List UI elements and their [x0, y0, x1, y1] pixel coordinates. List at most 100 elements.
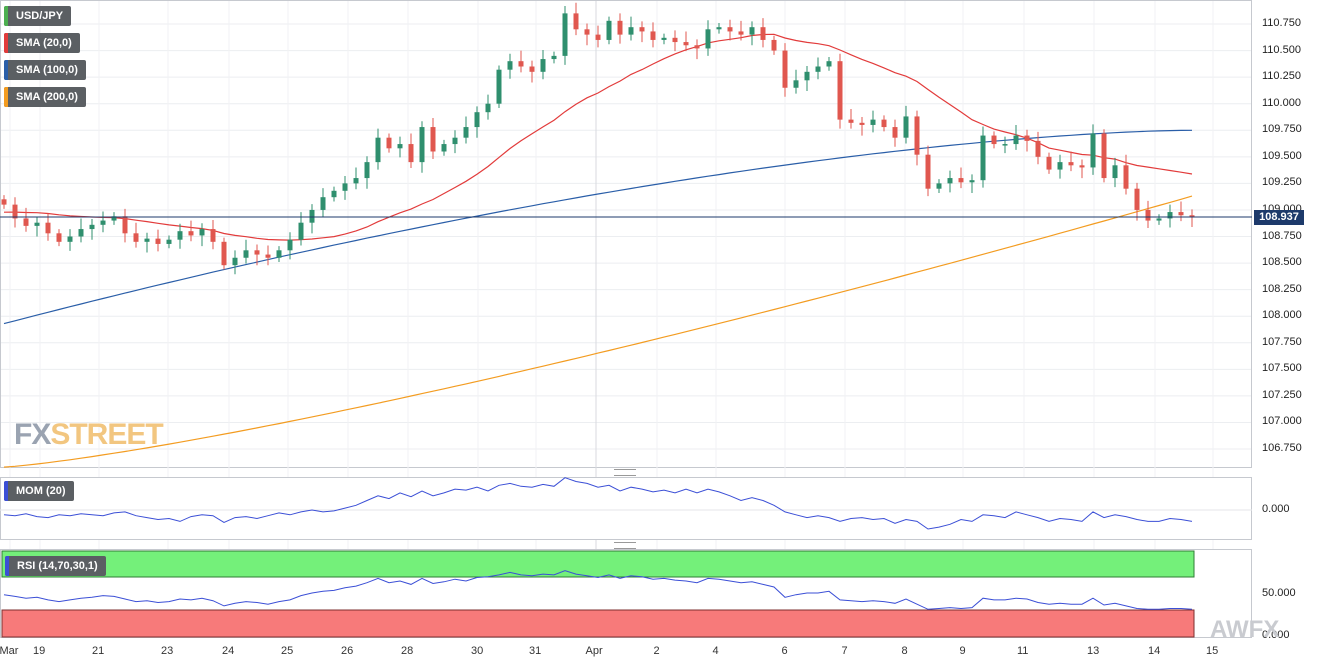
- candle-down: [848, 119, 854, 123]
- candle-up: [243, 250, 249, 258]
- legend-sma20[interactable]: SMA (20,0): [4, 33, 80, 53]
- candle-down: [683, 42, 689, 46]
- candle-down: [1, 199, 7, 205]
- corner-watermark: AWFX: [1210, 616, 1280, 643]
- candle-down: [573, 13, 579, 30]
- instrument-tag[interactable]: USD/JPY: [4, 6, 72, 26]
- candle-up: [980, 135, 986, 181]
- candle-down: [914, 116, 920, 155]
- rsi-label: RSI (14,70,30,1): [17, 560, 98, 572]
- y-tick-label: 108.250: [1262, 282, 1302, 295]
- y-tick-label: 107.000: [1262, 415, 1302, 428]
- candle-down: [837, 61, 843, 120]
- candle-down: [1178, 212, 1184, 216]
- candle-down: [1101, 133, 1107, 179]
- y-tick-label: 110.500: [1262, 43, 1301, 56]
- y-tick-label: 107.750: [1262, 335, 1302, 348]
- candle-up: [309, 209, 315, 223]
- candle-down: [518, 61, 524, 67]
- candle-down: [529, 66, 535, 72]
- candle-up: [144, 238, 150, 242]
- candle-down: [584, 29, 590, 35]
- sma200-line: [3, 195, 1193, 468]
- candle-up: [969, 180, 975, 183]
- candle-down: [958, 178, 964, 183]
- x-tick-label: 13: [1087, 645, 1100, 657]
- candle-up: [419, 127, 425, 163]
- candle-down: [45, 222, 51, 234]
- candle-up: [606, 20, 612, 40]
- candle-up: [166, 239, 172, 244]
- candle-down: [155, 238, 161, 244]
- main-panel: [0, 0, 1252, 468]
- y-tick-label: 110.750: [1262, 17, 1301, 29]
- candle-up: [34, 222, 40, 226]
- y-tick-label: 108.000: [1262, 309, 1302, 322]
- legend-sma20-label: SMA (20,0): [16, 37, 72, 49]
- candle-up: [815, 66, 821, 72]
- candle-down: [782, 50, 788, 88]
- legend-sma100[interactable]: SMA (100,0): [4, 60, 86, 80]
- x-tick-label: 2: [653, 645, 660, 657]
- y-tick-label: 110.000: [1262, 96, 1301, 109]
- sma100-swatch: [4, 60, 8, 80]
- rsi-tick-50: 50.000: [1262, 587, 1296, 599]
- x-tick-label: 6: [781, 645, 788, 657]
- fxstreet-watermark: FXSTREET: [14, 418, 164, 452]
- candle-up: [276, 250, 282, 258]
- panel-resize-handle[interactable]: [614, 469, 636, 476]
- candle-down: [738, 31, 744, 35]
- candle-up: [1112, 165, 1118, 179]
- candle-down: [12, 204, 18, 219]
- candle-up: [749, 27, 755, 35]
- candle-up: [177, 231, 183, 240]
- candle-up: [89, 224, 95, 230]
- candle-down: [892, 127, 898, 138]
- candle-up: [199, 229, 205, 236]
- candle-down: [1035, 140, 1041, 157]
- y-tick-label: 108.500: [1262, 256, 1302, 269]
- x-tick-label: 8: [901, 645, 908, 657]
- candle-down: [386, 137, 392, 149]
- candle-up: [870, 119, 876, 125]
- instrument-swatch: [4, 6, 8, 26]
- candle-down: [221, 241, 227, 266]
- candle-up: [507, 61, 513, 70]
- candle-up: [1013, 135, 1019, 145]
- candle-down: [1068, 162, 1074, 166]
- candle-up: [331, 190, 337, 198]
- legend-sma200[interactable]: SMA (200,0): [4, 87, 86, 107]
- mom-swatch: [4, 481, 8, 501]
- candle-up: [1057, 162, 1063, 170]
- candle-down: [1134, 188, 1140, 210]
- x-tick-label: 23: [161, 645, 174, 657]
- candle-down: [254, 250, 260, 255]
- candle-down: [672, 37, 678, 43]
- candle-up: [485, 103, 491, 113]
- candle-down: [430, 127, 436, 152]
- candle-up: [1090, 133, 1096, 168]
- candle-up: [452, 137, 458, 145]
- candle-up: [947, 178, 953, 184]
- candle-up: [474, 112, 480, 128]
- legend-sma100-label: SMA (100,0): [16, 64, 78, 76]
- x-tick-label: 15: [1206, 645, 1219, 657]
- y-tick-label: 109.750: [1262, 123, 1302, 136]
- candle-down: [210, 229, 216, 242]
- candle-up: [287, 239, 293, 251]
- rsi-swatch: [5, 556, 9, 576]
- candle-up: [903, 116, 909, 138]
- candle-up: [111, 216, 117, 221]
- rsi-tick-0: 0.000: [1262, 629, 1290, 641]
- watermark-fx: FX: [14, 418, 51, 451]
- candle-down: [650, 31, 656, 40]
- rsi-tag[interactable]: RSI (14,70,30,1): [5, 556, 106, 576]
- candle-up: [463, 127, 469, 138]
- candle-up: [936, 183, 942, 189]
- watermark-street: STREET: [50, 418, 163, 451]
- candle-up: [661, 37, 667, 40]
- mom-tag[interactable]: MOM (20): [4, 481, 74, 501]
- panel-resize-handle[interactable]: [614, 542, 636, 549]
- rsi-line: [3, 570, 1193, 610]
